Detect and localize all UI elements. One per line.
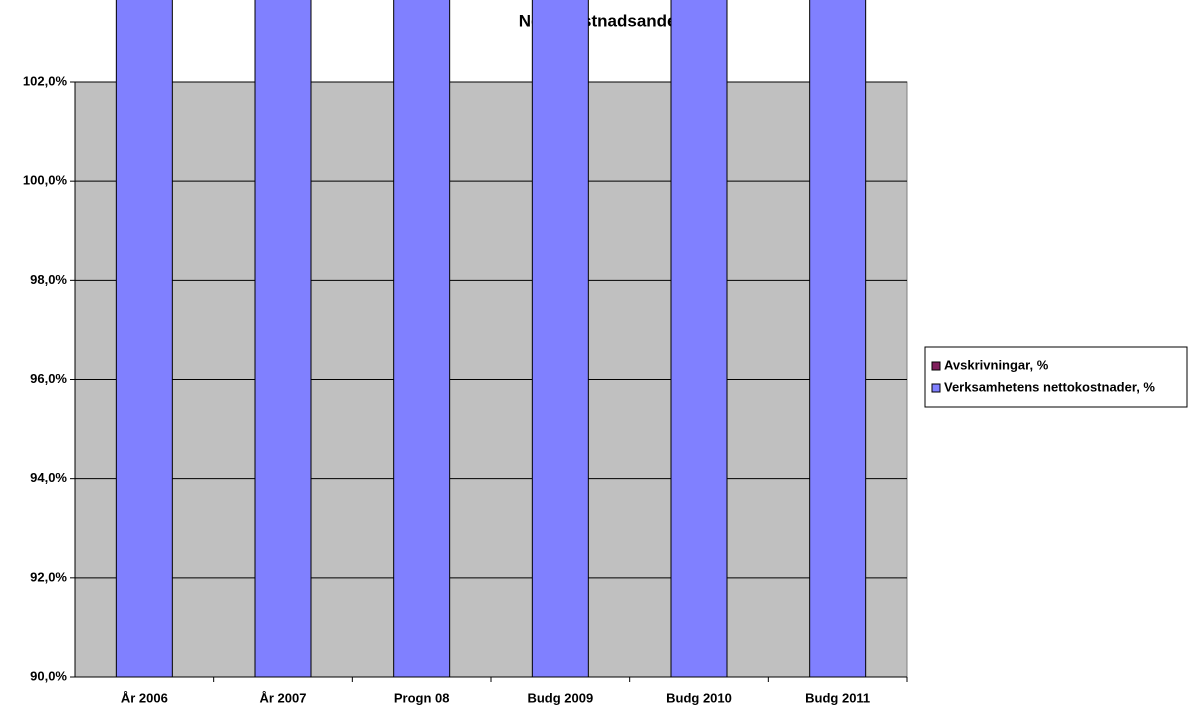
x-tick-label: Budg 2009 [527, 690, 593, 705]
legend-label: Verksamhetens nettokostnader, % [944, 379, 1155, 394]
bar-segment [809, 0, 867, 678]
legend-swatch [931, 361, 941, 371]
y-tick-label: 98,0% [30, 272, 67, 287]
x-tick-label: År 2006 [121, 690, 168, 705]
y-tick-label: 94,0% [30, 470, 67, 485]
bar-segment [393, 0, 451, 678]
legend-label: Avskrivningar, % [944, 357, 1049, 372]
x-tick-label: Progn 08 [394, 690, 450, 705]
bar-segment [531, 0, 589, 678]
bar-segment [670, 0, 728, 678]
x-tick-label: År 2007 [260, 690, 307, 705]
bar-segment [115, 0, 173, 678]
bar-segment [254, 0, 312, 678]
x-tick-label: Budg 2010 [666, 690, 732, 705]
y-tick-label: 100,0% [23, 173, 68, 188]
y-tick-label: 102,0% [23, 73, 68, 88]
legend-swatch [931, 383, 941, 393]
x-tick-label: Budg 2011 [805, 690, 870, 705]
y-tick-label: 96,0% [30, 371, 67, 386]
y-tick-label: 90,0% [30, 668, 67, 683]
y-tick-label: 92,0% [30, 569, 67, 584]
legend-box [924, 346, 1188, 408]
